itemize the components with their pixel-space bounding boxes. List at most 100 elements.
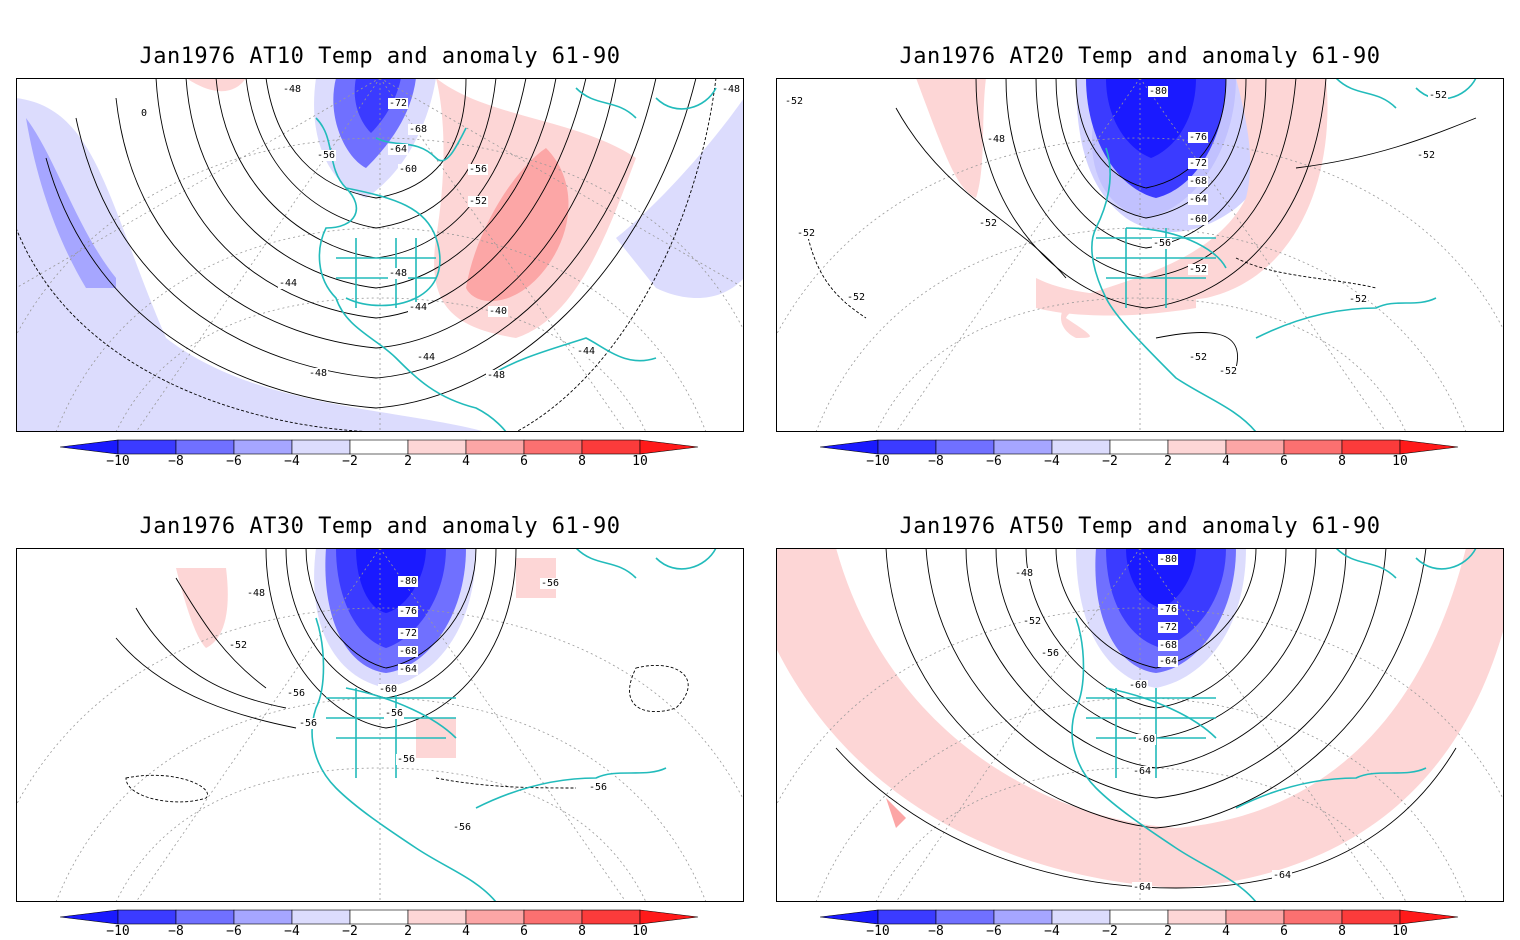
contour-label: -56 <box>316 150 337 161</box>
colorbar-tick-label: −10 <box>106 454 130 469</box>
colorbar-tick-label: 6 <box>1280 454 1288 469</box>
colorbar-tick-label: −6 <box>226 924 242 939</box>
colorbar-tick-label: 2 <box>1164 924 1172 939</box>
colorbar-segment <box>935 909 995 925</box>
colorbar-segment <box>993 439 1053 455</box>
colorbar-segment <box>291 439 351 455</box>
panel-title: Jan1976 AT30 Temp and anomaly 61-90 <box>139 514 621 539</box>
colorbar-segment <box>117 909 177 925</box>
contour-label: -44 <box>408 302 429 313</box>
contour-label: -56 <box>1152 238 1173 249</box>
contour-label: -60 <box>1128 680 1149 691</box>
colorbar-segment <box>349 439 409 455</box>
colorbar-tick-label: −8 <box>168 924 184 939</box>
contour-label: -64 <box>388 144 409 155</box>
colorbar-segment <box>935 439 995 455</box>
colorbar-tick-label: 4 <box>1222 454 1230 469</box>
contour-label: -76 <box>1188 132 1209 143</box>
contour-label: -40 <box>488 306 509 317</box>
colorbar-segment <box>1109 909 1169 925</box>
colorbar-tick-label: −8 <box>928 924 944 939</box>
contour-label: 0 <box>140 108 149 119</box>
map-at50: -80 -48 -52 -76 -72 -68 -64 -56 -60 -60 -64 -64 -64 <box>776 548 1504 902</box>
contour-label: -52 <box>468 196 489 207</box>
anomaly-negative-west <box>26 118 116 288</box>
contour-label: -64 <box>398 664 419 675</box>
contour-label: -60 <box>398 164 419 175</box>
colorbar-tick-label: 8 <box>578 454 586 469</box>
contour-label: -80 <box>1148 86 1169 97</box>
colorbar-segment <box>407 909 467 925</box>
colorbar-tick-label: −2 <box>1102 924 1118 939</box>
contour-label: -56 <box>588 782 609 793</box>
colorbar-tick-label: −10 <box>866 454 890 469</box>
contour-label: -52 <box>846 292 867 303</box>
colorbar-tick-label: −8 <box>928 454 944 469</box>
colorbar-segment <box>1167 439 1227 455</box>
contour-label: -48 <box>1014 568 1035 579</box>
colorbar-tick-label: −10 <box>106 924 130 939</box>
colorbar-segment <box>1051 439 1111 455</box>
colorbar-segment <box>1341 909 1401 925</box>
contour-label: -64 <box>1272 870 1293 881</box>
map-at30: -80 -48 -56 -52 -76 -72 -68 -64 -60 -56 -56 -56 -56 -… <box>16 548 744 902</box>
panel-title: Jan1976 AT20 Temp and anomaly 61-90 <box>899 44 1381 69</box>
colorbar-arrow-right <box>1399 439 1459 455</box>
colorbar-tick-label: 4 <box>1222 924 1230 939</box>
contour-label: -72 <box>1158 622 1179 633</box>
contour-label: -80 <box>1158 554 1179 565</box>
contour-label: -56 <box>298 718 319 729</box>
contour-label: -44 <box>278 278 299 289</box>
colorbar-segment <box>465 439 525 455</box>
colorbar-segment <box>1109 439 1169 455</box>
colorbar-segment <box>407 439 467 455</box>
contour-label: -52 <box>1416 150 1437 161</box>
contour-label: -56 <box>468 164 489 175</box>
contour-label: -56 <box>1040 648 1061 659</box>
colorbar-segment <box>1167 909 1227 925</box>
contour-label: -56 <box>286 688 307 699</box>
contour-label: -52 <box>1218 366 1239 377</box>
contour-label: -56 <box>396 754 417 765</box>
contour-label: -52 <box>784 96 805 107</box>
colorbar-segment <box>1341 439 1401 455</box>
contour-label: -52 <box>1188 264 1209 275</box>
contour-label: -56 <box>452 822 473 833</box>
colorbar-segment <box>877 909 937 925</box>
colorbar-at30: −10 −8 −6 −4 −2 2 4 6 8 10 <box>60 908 700 939</box>
colorbar-tick-label: −6 <box>986 454 1002 469</box>
contour-label: -68 <box>398 646 419 657</box>
colorbar-tick-label: 8 <box>578 924 586 939</box>
colorbar-tick-label: −2 <box>1102 454 1118 469</box>
colorbar-arrow-right <box>639 909 699 925</box>
colorbar-tick-label: −2 <box>342 924 358 939</box>
colorbar-arrow-left <box>60 439 119 455</box>
contour-label: -52 <box>1428 90 1449 101</box>
colorbar-arrow-left <box>60 909 119 925</box>
colorbar-tick-label: 6 <box>520 924 528 939</box>
contour-label: -48 <box>486 370 507 381</box>
panel-title: Jan1976 AT10 Temp and anomaly 61-90 <box>139 44 621 69</box>
colorbar-at10: −10 −8 −6 −4 −2 2 4 6 8 10 <box>60 438 700 469</box>
colorbar-tick-label: −2 <box>342 454 358 469</box>
contour-label: -56 <box>540 578 561 589</box>
contour-label: -80 <box>398 576 419 587</box>
colorbar-arrow-right <box>639 439 699 455</box>
colorbar-segment <box>175 439 235 455</box>
contour-label: -64 <box>1188 194 1209 205</box>
contour-label: -60 <box>1188 214 1209 225</box>
contour-label: -60 <box>1136 734 1157 745</box>
colorbar-arrow-right <box>1399 909 1459 925</box>
colorbar-tick-label: 6 <box>520 454 528 469</box>
colorbar-segment <box>465 909 525 925</box>
colorbar-tick-label: 4 <box>462 924 470 939</box>
colorbar-tick-label: 10 <box>1392 924 1408 939</box>
colorbar-arrow-left <box>820 909 879 925</box>
contour-label: -56 <box>384 708 405 719</box>
colorbar-tick-label: −4 <box>284 924 300 939</box>
colorbar-segment <box>349 909 409 925</box>
contour-label: -72 <box>1188 158 1209 169</box>
colorbar-segment <box>1283 909 1343 925</box>
map-at20: -52 -80 -52 -48 -76 -72 -68 -64 -60 -56 -52 -52 -52-… <box>776 78 1504 432</box>
contour-label: -72 <box>388 98 409 109</box>
